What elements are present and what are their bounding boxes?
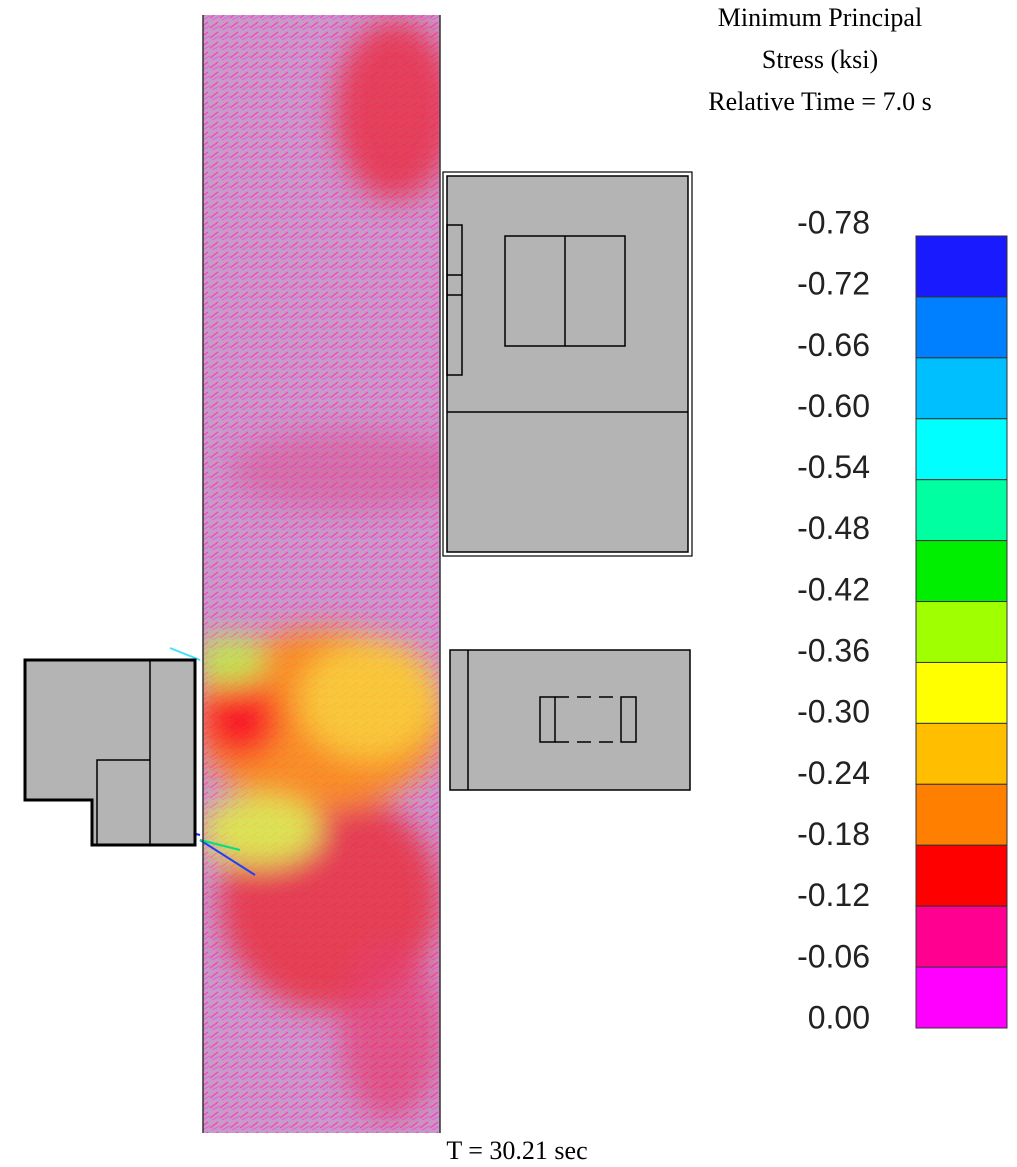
title-line: Minimum Principal: [718, 3, 922, 32]
building-upper: [442, 171, 693, 557]
legend-label: -0.18: [797, 816, 870, 852]
legend-swatch: [915, 296, 1008, 359]
legend-label: -0.30: [797, 694, 870, 730]
legend-swatch: [915, 722, 1008, 785]
legend-swatch: [915, 601, 1008, 663]
legend-swatch: [915, 783, 1008, 846]
legend-label: -0.54: [797, 449, 870, 485]
legend-swatch: [915, 966, 1008, 1029]
legend-label: -0.48: [797, 510, 870, 546]
legend: -0.78 -0.72 -0.66 -0.60 -0.54 -0.48 -0.42 -0.36…: [797, 204, 1008, 1035]
footer-time: T = 30.21 sec: [446, 1136, 587, 1165]
legend-label: -0.12: [797, 877, 870, 913]
legend-label: -0.36: [797, 633, 870, 669]
title-line: Stress (ksi): [762, 45, 878, 74]
legend-swatch: [915, 661, 1008, 724]
title: Minimum Principal Stress (ksi) Relative Ti…: [708, 3, 931, 116]
legend-swatch: [915, 540, 1008, 603]
legend-label: -0.24: [797, 755, 870, 791]
legend-label: -0.06: [797, 938, 870, 974]
legend-label: -0.66: [797, 327, 870, 363]
legend-swatch: [915, 357, 1008, 420]
stress-field: [159, 15, 441, 1133]
legend-label: 0.00: [808, 999, 870, 1035]
legend-label: -0.42: [797, 571, 870, 607]
legend-swatch: [915, 418, 1008, 481]
legend-swatch: [915, 844, 1008, 907]
title-line: Relative Time = 7.0 s: [708, 87, 931, 116]
legend-label: -0.78: [797, 204, 870, 240]
legend-label: -0.60: [797, 388, 870, 424]
legend-swatch: [915, 905, 1008, 968]
building-middle: [449, 649, 691, 791]
building-left: [23, 658, 197, 847]
legend-swatch: [915, 479, 1008, 542]
legend-swatch: [915, 235, 1008, 298]
legend-label: -0.72: [797, 266, 870, 302]
